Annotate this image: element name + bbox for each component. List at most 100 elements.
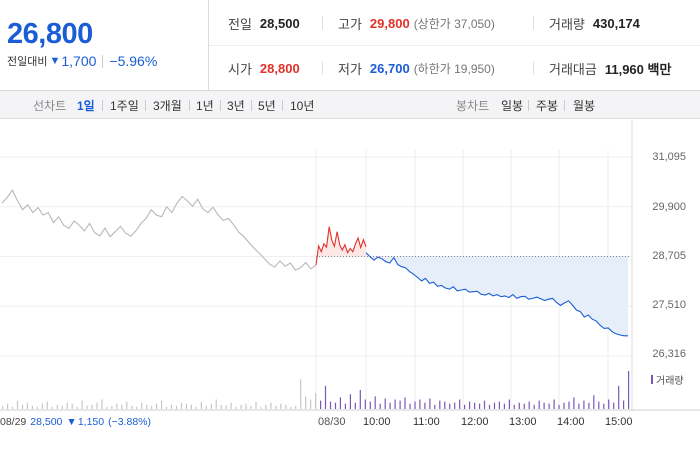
volume-bar <box>603 403 605 409</box>
divider <box>322 16 323 30</box>
x-tick: 12:00 <box>461 416 489 428</box>
volume-bar <box>374 396 376 409</box>
volume-bar <box>553 399 555 409</box>
volume-bar <box>389 402 391 409</box>
volume-bar <box>409 403 411 409</box>
volume-bar <box>384 398 386 409</box>
tab-monthly-candle[interactable]: 월봉 <box>573 99 596 113</box>
volume-bar <box>250 405 252 409</box>
tab-weekly-candle[interactable]: 주봉 <box>536 99 559 113</box>
tab-5year[interactable]: 5년 <box>258 99 276 113</box>
volume-bar <box>503 403 505 409</box>
volume-bar <box>528 401 530 409</box>
x-tick: 14:00 <box>557 416 585 428</box>
y-tick: 28,705 <box>652 250 686 262</box>
volume-bar <box>329 401 332 409</box>
volume-bar <box>578 403 580 409</box>
volume-bar <box>166 406 168 409</box>
volume-bar <box>508 399 510 409</box>
change-label: 전일대비 <box>7 56 48 68</box>
volume-bar <box>339 397 341 409</box>
divider <box>102 54 104 68</box>
stat-label: 거래량 <box>549 16 585 32</box>
volume-bar <box>394 399 396 409</box>
volume-bar <box>146 404 148 409</box>
prev-day-date: 08/29 <box>0 416 27 428</box>
volume-bar <box>563 402 565 409</box>
volume-bar <box>170 404 173 409</box>
volume-bar <box>41 403 43 409</box>
volume-bar <box>111 405 113 409</box>
tab-3year[interactable]: 3년 <box>227 99 245 113</box>
volume-bar <box>265 404 267 409</box>
stat-prev-close: 전일 28,500 <box>228 14 300 32</box>
volume-legend-label: 거래량 <box>656 376 684 387</box>
tab-1week[interactable]: 1주일 <box>110 99 139 113</box>
volume-bar <box>573 397 575 409</box>
x-tick: 10:00 <box>363 416 391 428</box>
volume-bar <box>598 401 600 409</box>
volume-bar <box>280 403 282 409</box>
volume-bar <box>156 403 158 409</box>
volume-legend: 거래량 <box>651 372 684 387</box>
prev-day-change: 1,150 <box>77 416 105 428</box>
volume-bar <box>479 403 481 409</box>
volume-bar <box>235 406 237 409</box>
tab-1year[interactable]: 1년 <box>196 99 214 113</box>
upper-limit: (상한가 37,050) <box>413 16 495 31</box>
volume-bar <box>175 405 178 409</box>
volume-bar <box>2 405 4 409</box>
volume-bar <box>379 403 381 409</box>
divider <box>102 100 103 111</box>
volume-bar <box>518 402 520 409</box>
tab-daily-candle[interactable]: 일봉 <box>501 99 524 113</box>
volume-bar <box>533 404 535 409</box>
prev-day-info: 08/29 28,500 ▼ 1,150 (−3.88%) <box>0 416 151 428</box>
tab-3month[interactable]: 3개월 <box>153 99 182 113</box>
volume-bar <box>56 404 58 409</box>
volume-bar <box>190 404 192 409</box>
volume-bar <box>414 401 416 409</box>
volume-bar <box>185 403 187 409</box>
tab-10year[interactable]: 10년 <box>290 99 315 113</box>
volume-bar <box>81 400 83 409</box>
volume-bar <box>76 406 78 409</box>
volume-bar <box>290 406 292 409</box>
volume-bar <box>429 398 431 409</box>
volume-bar <box>419 399 421 409</box>
line-chart-label: 선차트 <box>33 99 67 113</box>
volume-bar <box>369 401 371 409</box>
lower-limit: (하한가 19,950) <box>413 61 495 76</box>
divider <box>533 16 534 30</box>
tab-1day[interactable]: 1일 <box>77 99 95 113</box>
volume-bar <box>623 400 625 409</box>
volume-bar <box>126 401 128 409</box>
volume-bar <box>260 406 262 409</box>
volume-bar <box>86 405 88 409</box>
volume-bar <box>131 405 133 409</box>
prev-day-percent: (−3.88%) <box>108 416 151 428</box>
x-tick: 11:00 <box>413 416 440 428</box>
volume-bar <box>320 400 322 409</box>
volume-bar <box>315 393 317 409</box>
down-arrow-icon: ▼ <box>49 55 61 67</box>
volume-bar <box>498 401 500 409</box>
current-price: 26,800 <box>7 18 93 50</box>
volume-bar <box>136 406 138 409</box>
divider <box>282 100 283 111</box>
volume-bar <box>523 403 525 409</box>
volume-bar <box>215 399 217 409</box>
volume-bar <box>558 404 560 409</box>
volume-bar <box>513 404 515 409</box>
volume-bar <box>613 402 615 409</box>
volume-bar <box>483 400 486 409</box>
volume-bar <box>300 379 302 409</box>
stat-label: 전일 <box>228 16 252 32</box>
stat-value: 28,800 <box>259 60 300 76</box>
stat-value: 29,800 <box>369 15 410 31</box>
volume-bar <box>270 402 272 409</box>
volume-bars <box>2 371 630 409</box>
prev-day-close: 28,500 <box>30 416 63 428</box>
change-value: 1,700 <box>61 53 97 69</box>
